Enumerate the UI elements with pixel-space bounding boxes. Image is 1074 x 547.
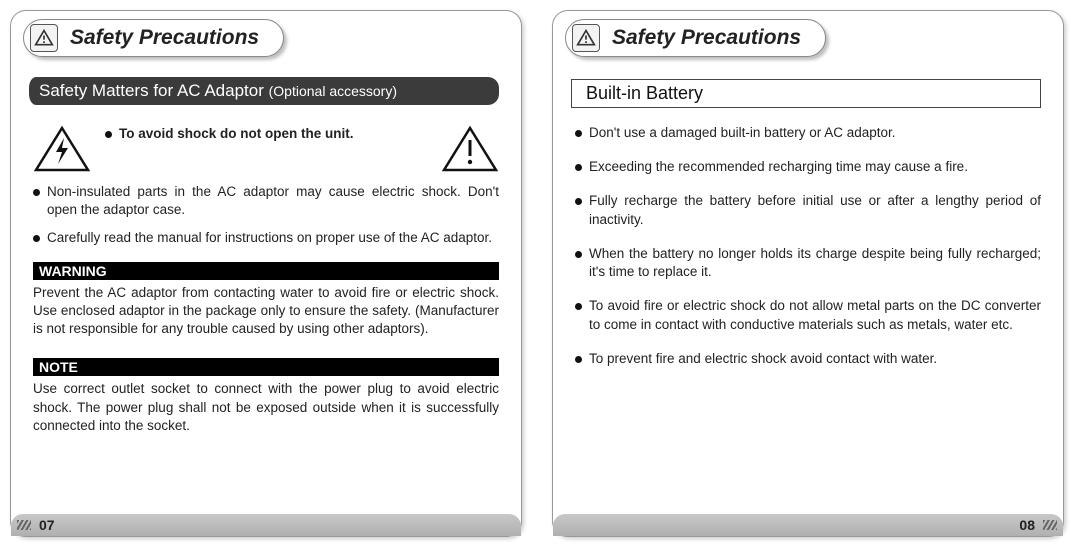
page-footer-right: 08 bbox=[553, 514, 1063, 536]
note-text: Use correct outlet socket to connect wit… bbox=[33, 380, 499, 435]
page-number: 08 bbox=[1019, 517, 1035, 533]
list-item: To avoid fire or electric shock do not a… bbox=[575, 297, 1041, 333]
note-tag: NOTE bbox=[33, 358, 499, 376]
header-title: Safety Precautions bbox=[612, 26, 801, 50]
warning-tag: WARNING bbox=[33, 262, 499, 280]
section-title-main: Safety Matters for AC Adaptor bbox=[39, 81, 264, 100]
list-item: Don't use a damaged built-in battery or … bbox=[575, 124, 1041, 142]
page-right: Safety Precautions Built-in Battery Don'… bbox=[552, 10, 1064, 537]
bullets-battery: Don't use a damaged built-in battery or … bbox=[575, 124, 1041, 384]
exclamation-triangle-icon bbox=[441, 125, 499, 173]
list-item: Non-insulated parts in the AC adaptor ma… bbox=[33, 183, 499, 219]
section-title-ac-adaptor: Safety Matters for AC Adaptor (Optional … bbox=[25, 77, 499, 105]
page-number: 07 bbox=[39, 517, 55, 533]
list-item: When the battery no longer holds its cha… bbox=[575, 245, 1041, 281]
header-title: Safety Precautions bbox=[70, 26, 259, 50]
warning-text: Prevent the AC adaptor from contacting w… bbox=[33, 284, 499, 339]
avoid-shock-row: To avoid shock do not open the unit. bbox=[33, 125, 499, 173]
warning-triangle-icon bbox=[572, 24, 600, 52]
header-pill: Safety Precautions bbox=[565, 19, 826, 57]
page-left: Safety Precautions Safety Matters for AC… bbox=[10, 10, 522, 537]
list-item: Fully recharge the battery before initia… bbox=[575, 192, 1041, 228]
bullets-top: Non-insulated parts in the AC adaptor ma… bbox=[33, 183, 499, 258]
list-item: Exceeding the recommended recharging tim… bbox=[575, 158, 1041, 176]
lightning-triangle-icon bbox=[33, 125, 91, 173]
avoid-shock-text: To avoid shock do not open the unit. bbox=[105, 125, 354, 143]
section-title-battery: Built-in Battery bbox=[571, 79, 1041, 108]
warning-triangle-icon bbox=[30, 24, 58, 52]
list-item: Carefully read the manual for instructio… bbox=[33, 229, 499, 247]
section-title-sub: (Optional accessory) bbox=[269, 83, 397, 99]
list-item: To prevent fire and electric shock avoid… bbox=[575, 350, 1041, 368]
header-pill: Safety Precautions bbox=[23, 19, 284, 57]
page-footer-left: 07 bbox=[11, 514, 521, 536]
